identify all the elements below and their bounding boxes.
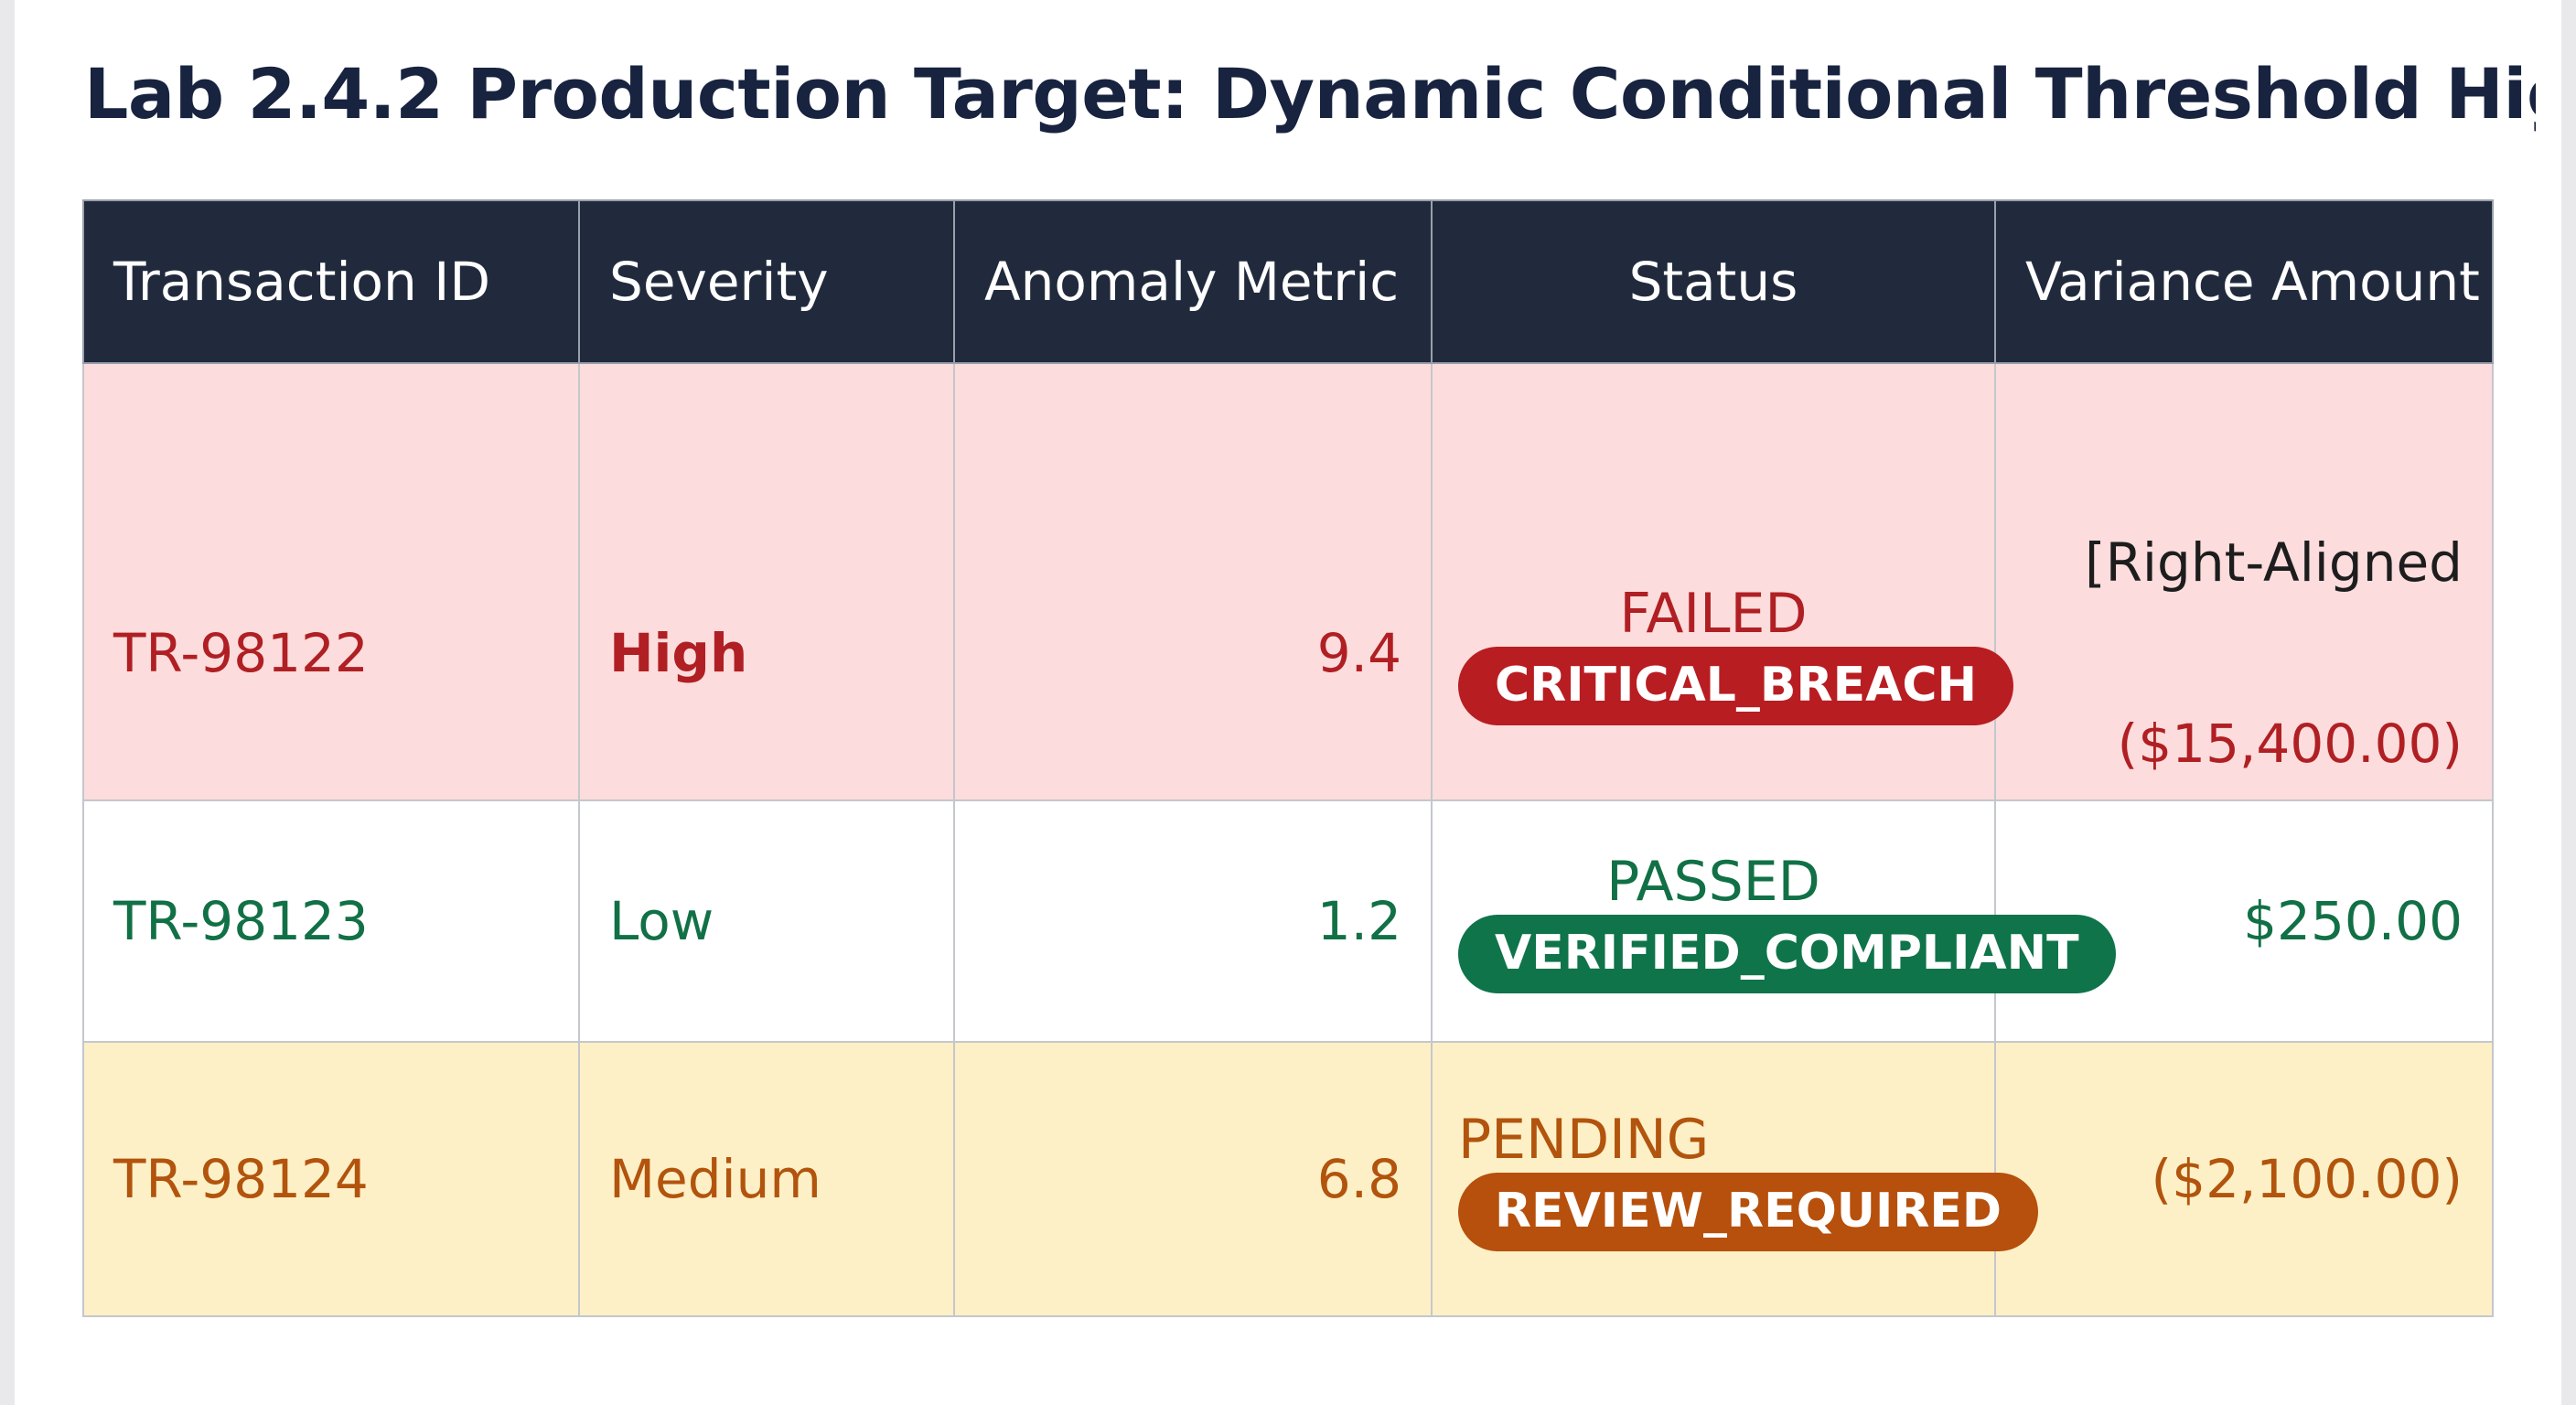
column-header-anomaly-metric[interactable]: Anomaly Metric: [953, 199, 1433, 364]
status-cell: FAILED CRITICAL_BREACH: [1431, 362, 2014, 801]
page: Lab 2.4.2 Production Target: Dynamic Con…: [15, 0, 2561, 1405]
table-row[interactable]: TR-98124 Medium 6.8 PENDING REVIEW_REQUI…: [82, 1041, 2494, 1317]
variance-amount-value: ($15,400.00): [2117, 713, 2463, 775]
status-badge: REVIEW_REQUIRED: [1458, 1173, 2039, 1251]
transaction-id-cell: TR-98124: [82, 1041, 580, 1317]
status-badge: CRITICAL_BREACH: [1458, 647, 2014, 725]
anomaly-metric-cell: 9.4: [953, 362, 1433, 801]
column-header-status[interactable]: Status: [1431, 199, 1996, 364]
status-text: PENDING: [1458, 1108, 1710, 1172]
status-badge: VERIFIED_COMPLIANT: [1458, 915, 2116, 993]
variance-amount-cell: [Right-Aligned ($15,400.00): [1994, 362, 2494, 801]
alignment-note: [Right-Aligned: [2085, 531, 2463, 594]
status-text: PASSED: [1606, 850, 1820, 914]
severity-cell: Medium: [578, 1041, 955, 1317]
anomaly-metric-cell: 6.8: [953, 1041, 1433, 1317]
page-title: Lab 2.4.2 Production Target: Dynamic Con…: [84, 53, 2536, 134]
column-header-transaction-id[interactable]: Transaction ID: [82, 199, 580, 364]
severity-cell: High: [578, 362, 955, 801]
transactions-table: Transaction ID Severity Anomaly Metric S…: [82, 199, 2494, 1317]
transaction-id-cell: TR-98122: [82, 362, 580, 801]
table-row[interactable]: TR-98122 High 9.4 FAILED CRITICAL_BREACH…: [82, 362, 2494, 801]
transaction-id-cell: TR-98123: [82, 799, 580, 1043]
column-header-severity[interactable]: Severity: [578, 199, 955, 364]
status-cell: PENDING REVIEW_REQUIRED: [1431, 1041, 2039, 1317]
severity-cell: Low: [578, 799, 955, 1043]
status-text: FAILED: [1619, 582, 1808, 646]
table-row[interactable]: TR-98123 Low 1.2 PASSED VERIFIED_COMPLIA…: [82, 799, 2494, 1043]
table-header-row: Transaction ID Severity Anomaly Metric S…: [82, 199, 2494, 364]
anomaly-metric-cell: 1.2: [953, 799, 1433, 1043]
variance-amount-cell: ($2,100.00): [1994, 1041, 2494, 1317]
status-cell: PASSED VERIFIED_COMPLIANT: [1431, 799, 2116, 1043]
column-header-variance-amount[interactable]: Variance Amount: [1994, 199, 2494, 364]
